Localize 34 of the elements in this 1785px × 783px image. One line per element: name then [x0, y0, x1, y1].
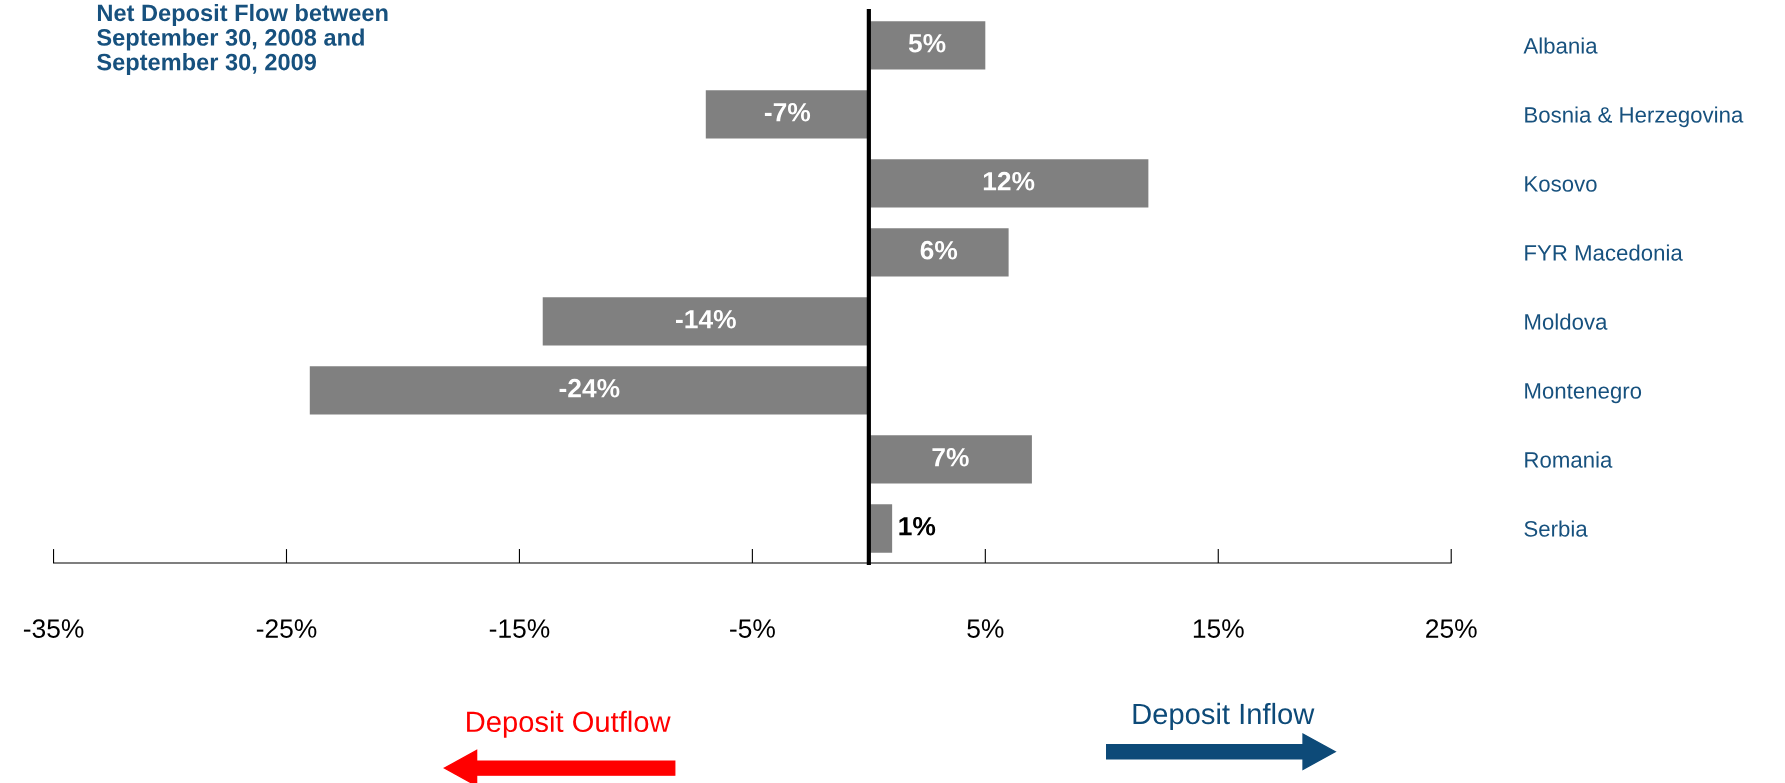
data-label: -14% — [676, 309, 736, 329]
y-tick-label: Romania — [1525, 451, 1613, 468]
data-label: 7% — [932, 447, 969, 467]
data-label: 6% — [920, 240, 958, 260]
text: Deposit Inflow — [1133, 702, 1315, 731]
y-tick-label: FYR Macedonia — [1525, 244, 1683, 261]
x-tick-label: 5% — [967, 619, 1004, 638]
data-label: 5% — [908, 33, 946, 53]
bar — [868, 159, 1149, 208]
x-tick-label: -35% — [23, 619, 84, 638]
x-tick-label: 15% — [1193, 619, 1244, 638]
bar — [868, 21, 986, 70]
data-label: -24% — [559, 378, 620, 398]
y-tick-label: Bosnia & Herzegovina — [1525, 106, 1744, 128]
x-tick-label: -5% — [730, 619, 775, 638]
x-tick-label: 25% — [1426, 619, 1477, 638]
data-label: -7% — [764, 102, 811, 122]
bar — [309, 366, 869, 415]
text: Deposit Outflow — [467, 710, 671, 738]
y-tick-label: Kosovo — [1525, 176, 1597, 192]
bar — [542, 297, 869, 346]
data-label: 1% — [899, 516, 936, 536]
bar — [868, 504, 893, 553]
text: Net Deposit Flow between September 30, 2008 and September 30, 2009 — [97, 3, 388, 76]
y-tick-label: Albania — [1523, 37, 1598, 54]
x-tick-label: -25% — [256, 619, 317, 638]
y-tick-label: Moldova — [1525, 313, 1608, 330]
bar — [868, 228, 1009, 277]
bar — [868, 435, 1032, 484]
y-tick-label: Serbia — [1524, 520, 1588, 537]
y-tick-label: Montenegro — [1525, 383, 1642, 404]
data-label: 12% — [983, 171, 1035, 191]
bar — [705, 90, 869, 139]
x-tick-label: -15% — [489, 619, 550, 638]
